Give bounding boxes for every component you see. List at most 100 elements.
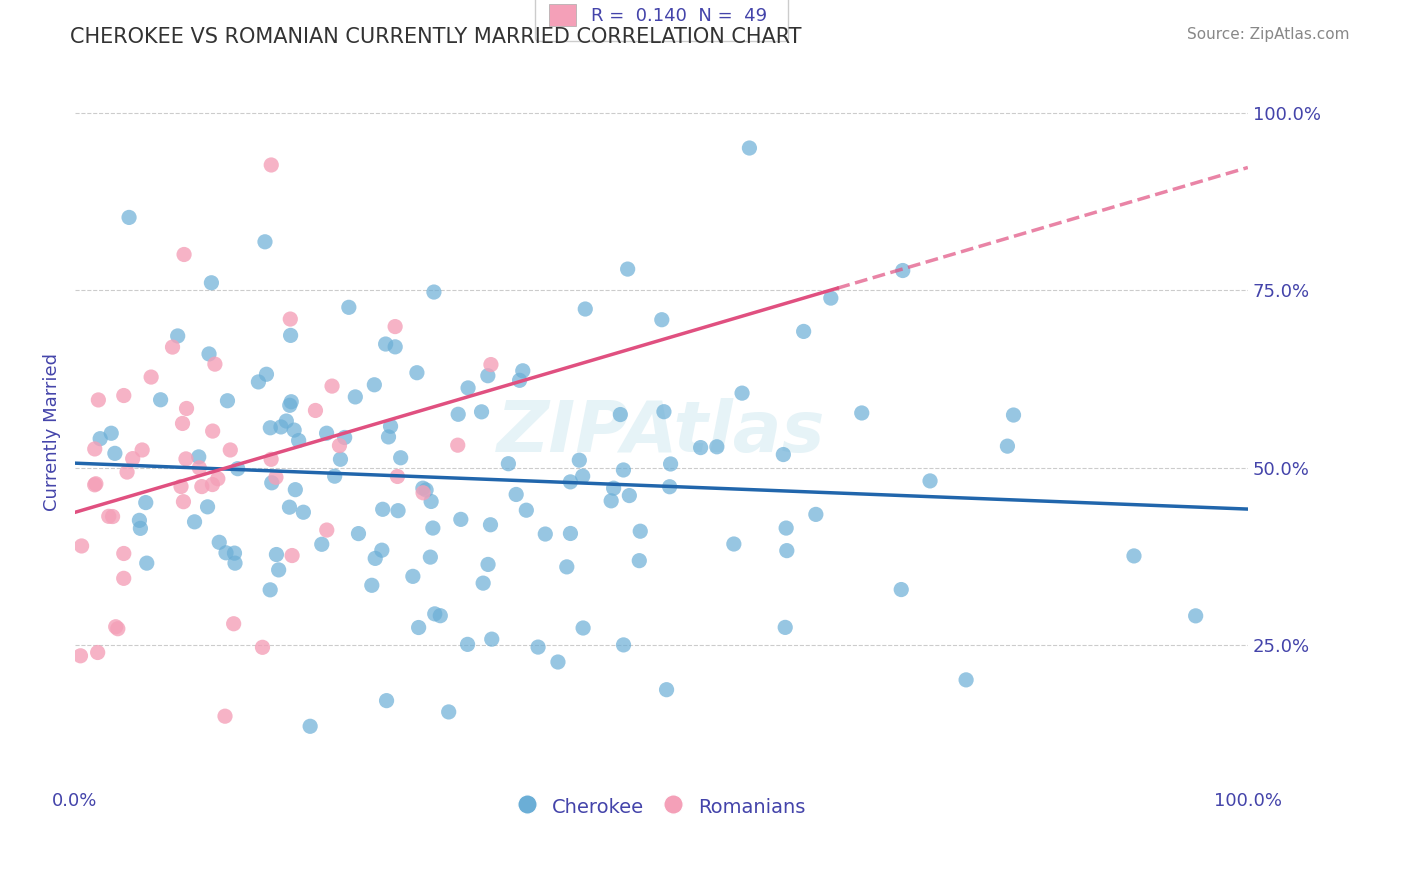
Point	[104, 446, 127, 460]
Point	[311, 537, 333, 551]
Point	[315, 523, 337, 537]
Point	[183, 515, 205, 529]
Point	[377, 430, 399, 444]
Point	[380, 419, 402, 434]
Point	[270, 420, 292, 434]
Point	[344, 390, 367, 404]
Y-axis label: Currently Married: Currently Married	[44, 353, 60, 511]
Point	[804, 508, 827, 522]
Point	[337, 301, 360, 315]
Point	[198, 347, 221, 361]
Point	[280, 394, 302, 409]
Point	[387, 504, 409, 518]
Point	[84, 476, 107, 491]
Point	[574, 301, 596, 316]
Point	[329, 452, 352, 467]
Point	[281, 549, 304, 563]
Point	[731, 386, 754, 401]
Point	[149, 392, 172, 407]
Point	[429, 608, 451, 623]
Point	[651, 312, 673, 326]
Text: ZIPAtlas: ZIPAtlas	[498, 398, 825, 467]
Point	[139, 370, 162, 384]
Point	[1002, 408, 1025, 422]
Point	[287, 434, 309, 448]
Point	[315, 426, 337, 441]
Point	[470, 405, 492, 419]
Point	[259, 582, 281, 597]
Point	[278, 398, 301, 412]
Point	[477, 558, 499, 572]
Point	[89, 432, 111, 446]
Point	[450, 512, 472, 526]
Point	[278, 500, 301, 515]
Point	[224, 556, 246, 570]
Point	[283, 423, 305, 437]
Point	[772, 448, 794, 462]
Point	[219, 442, 242, 457]
Point	[121, 451, 143, 466]
Point	[135, 495, 157, 509]
Point	[600, 493, 623, 508]
Point	[172, 494, 194, 508]
Point	[260, 475, 283, 490]
Point	[628, 554, 651, 568]
Point	[104, 620, 127, 634]
Point	[776, 543, 799, 558]
Point	[555, 560, 578, 574]
Point	[422, 521, 444, 535]
Point	[100, 426, 122, 441]
Point	[527, 640, 550, 654]
Point	[515, 503, 537, 517]
Point	[347, 526, 370, 541]
Point	[655, 682, 678, 697]
Text: Source: ZipAtlas.com: Source: ZipAtlas.com	[1187, 27, 1350, 42]
Point	[197, 500, 219, 514]
Point	[658, 480, 681, 494]
Point	[247, 375, 270, 389]
Point	[267, 563, 290, 577]
Point	[534, 527, 557, 541]
Point	[689, 441, 711, 455]
Point	[284, 483, 307, 497]
Point	[208, 535, 231, 549]
Point	[201, 424, 224, 438]
Point	[387, 469, 409, 483]
Point	[616, 262, 638, 277]
Point	[112, 571, 135, 585]
Point	[207, 472, 229, 486]
Point	[260, 452, 283, 467]
Point	[479, 358, 502, 372]
Point	[115, 465, 138, 479]
Point	[628, 524, 651, 539]
Point	[87, 392, 110, 407]
Point	[890, 582, 912, 597]
Point	[252, 640, 274, 655]
Point	[375, 693, 398, 707]
Point	[170, 479, 193, 493]
Point	[188, 460, 211, 475]
Point	[83, 442, 105, 456]
Point	[572, 621, 595, 635]
Point	[201, 477, 224, 491]
Point	[363, 377, 385, 392]
Point	[292, 505, 315, 519]
Point	[447, 407, 470, 421]
Point	[820, 291, 842, 305]
Point	[602, 481, 624, 495]
Point	[166, 329, 188, 343]
Point	[204, 357, 226, 371]
Point	[128, 513, 150, 527]
Point	[406, 366, 429, 380]
Text: CHEROKEE VS ROMANIAN CURRENTLY MARRIED CORRELATION CHART: CHEROKEE VS ROMANIAN CURRENTLY MARRIED C…	[70, 27, 801, 46]
Point	[547, 655, 569, 669]
Point	[135, 556, 157, 570]
Point	[222, 616, 245, 631]
Point	[70, 539, 93, 553]
Point	[371, 502, 394, 516]
Point	[364, 551, 387, 566]
Point	[415, 483, 437, 497]
Point	[457, 637, 479, 651]
Point	[851, 406, 873, 420]
Point	[457, 381, 479, 395]
